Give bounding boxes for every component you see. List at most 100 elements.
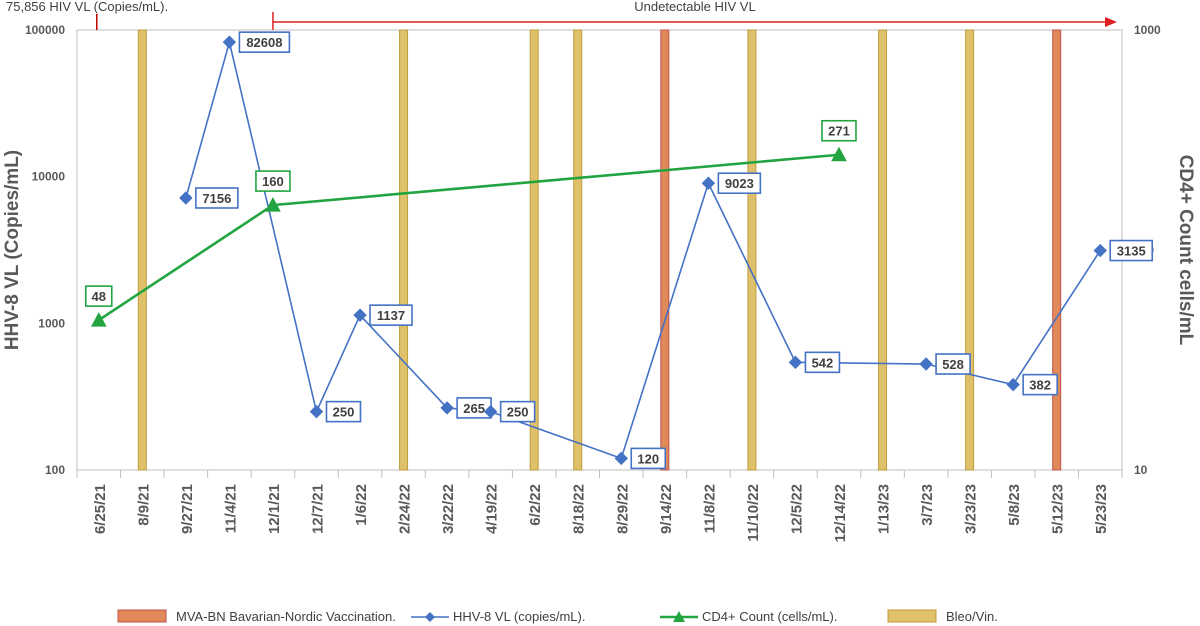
- x-tick-label: 6/25/21: [92, 484, 109, 534]
- data-label-text: 382: [1029, 378, 1051, 393]
- data-label-text: 250: [333, 405, 355, 420]
- x-tick-label: 3/7/23: [919, 484, 936, 526]
- hhv8-data-label: 528: [935, 353, 971, 375]
- hhv8-point: [179, 191, 193, 205]
- y-axis-title: HHV-8 VL (Copies/mL): [2, 150, 23, 350]
- legend-label: CD4+ Count (cells/mL).: [702, 609, 837, 624]
- data-label-box: [717, 172, 762, 195]
- data-label-text: 120: [637, 451, 659, 466]
- hhv8-data-label: 120: [630, 447, 667, 470]
- bar-bleo: [878, 29, 888, 471]
- x-tick-label: 1/13/23: [876, 484, 893, 534]
- bar-mva: [1052, 29, 1062, 471]
- x-tick-label: 5/12/23: [1050, 484, 1067, 534]
- legend-label: Bleo/Vin.: [946, 609, 998, 624]
- data-label-text: 7156: [202, 191, 231, 206]
- bar-bleo: [399, 29, 409, 471]
- hhv8-data-label: 265: [456, 397, 492, 419]
- x-tick-label: 8/29/22: [614, 484, 631, 534]
- hhv8-point: [353, 308, 367, 322]
- data-label-box: [1109, 239, 1154, 262]
- data-label-text: 1137: [377, 308, 405, 323]
- x-tick-label: 12/7/21: [309, 484, 326, 534]
- hhv8-data-label: 3135: [1109, 239, 1154, 262]
- data-label-box: [499, 400, 536, 423]
- data-label-box: [195, 187, 239, 209]
- hhv8-point: [1093, 243, 1107, 258]
- x-tick-label: 3/22/22: [440, 484, 457, 534]
- data-label-text: 48: [92, 289, 106, 304]
- hhv8-data-label: 7156: [195, 187, 239, 209]
- data-label-box: [238, 31, 291, 53]
- x-tick-label: 12/14/22: [832, 484, 849, 542]
- series-line-hhv8: [185, 41, 1101, 460]
- data-label-text: 3135: [1117, 244, 1146, 259]
- bar-bleo: [573, 29, 583, 471]
- x-tick-label: 5/8/23: [1006, 484, 1023, 526]
- data-label-text: 9023: [725, 176, 754, 191]
- hhv8-point: [483, 404, 498, 419]
- undetectable-annotation: Undetectable HIV VL: [634, 0, 755, 14]
- bar-bleo: [747, 29, 757, 471]
- undetectable-arrow-head: [1105, 17, 1117, 27]
- legend-marker: [425, 612, 435, 622]
- x-tick-label: 6/2/22: [527, 484, 544, 526]
- legend-item: CD4+ Count (cells/mL).: [660, 609, 837, 624]
- hhv8-data-label: 250: [325, 400, 362, 423]
- data-label-box: [821, 119, 857, 142]
- bar-bleo: [529, 29, 539, 471]
- legend-swatch: [887, 609, 937, 623]
- x-tick-label: 9/14/22: [658, 484, 675, 534]
- y2-tick-label: 10: [1134, 463, 1148, 477]
- data-label-box: [255, 170, 291, 192]
- data-label-box: [84, 285, 113, 307]
- hhv8-point: [440, 401, 454, 415]
- hhv8-data-label: 250: [499, 400, 536, 423]
- hhv8-data-label: 9023: [717, 172, 762, 195]
- hhv8-point: [919, 357, 933, 371]
- y-tick-label: 1000: [38, 316, 65, 330]
- hhv8-point: [701, 176, 716, 190]
- x-tick-label: 12/5/22: [788, 484, 805, 534]
- legend-marker: [673, 611, 685, 622]
- legend-item: Bleo/Vin.: [887, 609, 998, 624]
- hhv8-data-label: 82608: [238, 31, 291, 53]
- x-tick-label: 4/19/22: [484, 484, 501, 534]
- data-label-box: [1022, 373, 1058, 396]
- data-label-text: 542: [812, 355, 834, 370]
- data-label-text: 160: [262, 174, 284, 189]
- x-tick-label: 12/1/21: [266, 484, 283, 534]
- x-tick-label: 2/24/22: [397, 484, 414, 534]
- y2-tick-label: 1000: [1134, 23, 1161, 37]
- bar-bleo: [137, 29, 147, 471]
- x-tick-label: 5/23/23: [1093, 484, 1110, 534]
- data-label-text: 271: [828, 124, 850, 139]
- x-tick-label: 11/10/22: [745, 484, 762, 542]
- y-tick-label: 100000: [25, 23, 65, 37]
- cd4-point: [831, 146, 847, 162]
- cd4-point: [90, 312, 107, 327]
- cd4-data-label: 160: [255, 170, 291, 192]
- hhv8-point: [222, 35, 237, 49]
- hiv-vl-annotation: 75,856 HIV VL (Copies/mL).: [6, 0, 168, 14]
- x-tick-label: 8/18/22: [571, 484, 588, 534]
- data-label-box: [630, 447, 667, 470]
- data-label-box: [935, 353, 971, 375]
- x-tick-label: 3/23/23: [963, 484, 980, 534]
- data-label-text: 528: [942, 357, 964, 372]
- cd4-data-label: 48: [84, 285, 113, 307]
- hhv8-data-label: 1137: [369, 304, 413, 326]
- data-label-box: [369, 304, 413, 326]
- y2-axis-title: CD4+ Count cells/mL: [1175, 155, 1196, 346]
- hhv8-data-label: 542: [804, 351, 841, 374]
- hhv8-data-label: 382: [1022, 373, 1058, 396]
- legend-item: MVA-BN Bavarian-Nordic Vaccination.: [117, 609, 396, 624]
- x-tick-label: 1/6/22: [353, 484, 370, 526]
- hhv8-point: [614, 451, 628, 466]
- hhv8-point: [309, 404, 324, 419]
- data-label-box: [804, 351, 841, 374]
- x-tick-label: 11/4/21: [222, 484, 239, 533]
- y-tick-label: 10000: [32, 170, 66, 184]
